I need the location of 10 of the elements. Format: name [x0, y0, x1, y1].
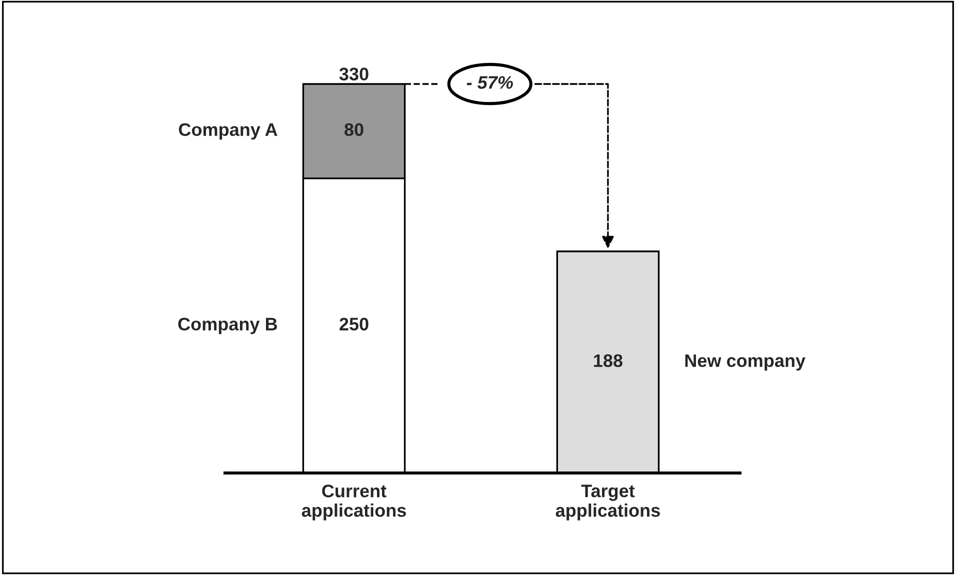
series-label: Company A: [178, 123, 278, 140]
data-label: 250: [340, 318, 368, 330]
data-label: 188: [594, 354, 622, 368]
annotation: - 57%: [466, 76, 513, 89]
x-tick-label: Current applications: [302, 484, 406, 520]
total-label: 330: [339, 68, 368, 80]
x-tick-label: Target applications: [556, 484, 660, 520]
series-label: Company B: [178, 318, 278, 334]
series-label: New company: [685, 354, 806, 371]
data-label: 80: [344, 123, 364, 136]
